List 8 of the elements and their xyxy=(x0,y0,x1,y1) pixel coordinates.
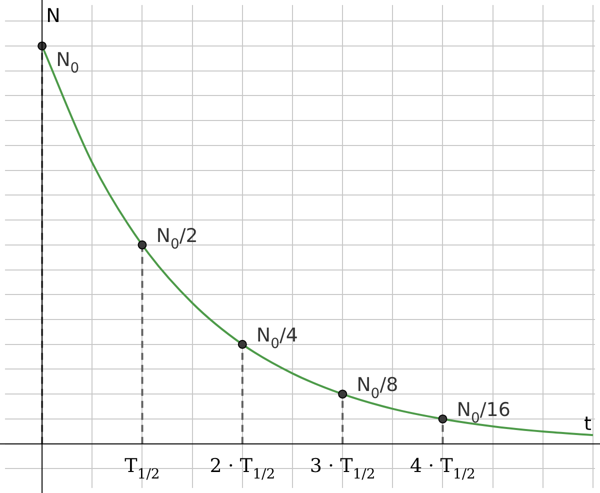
x-axis-title: t xyxy=(584,412,592,435)
point xyxy=(138,240,147,250)
text: 0 xyxy=(70,60,80,77)
point xyxy=(338,390,348,399)
point xyxy=(238,340,247,349)
text: N xyxy=(46,5,60,27)
y-axis-title: N xyxy=(56,48,70,71)
point xyxy=(438,414,448,424)
